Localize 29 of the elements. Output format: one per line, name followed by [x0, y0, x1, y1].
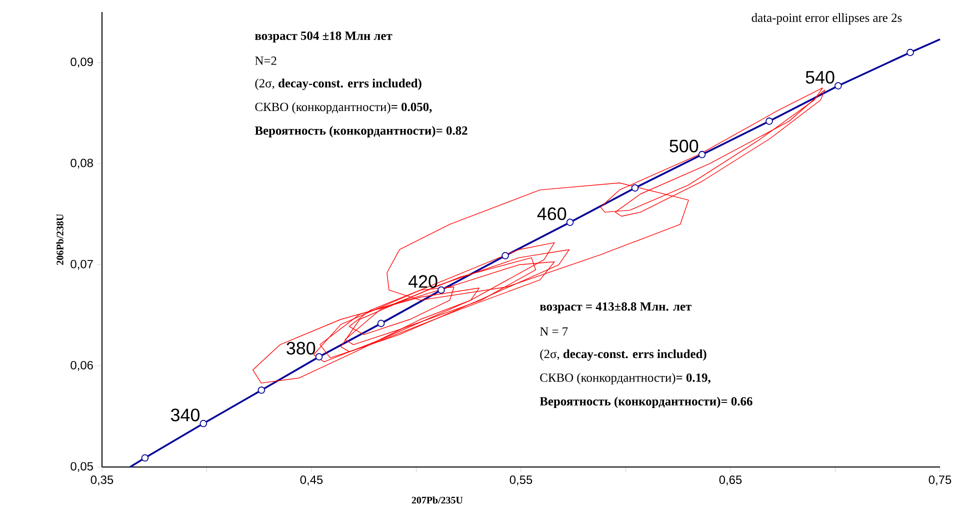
- y-axis-title: 206Pb/238U: [56, 214, 64, 265]
- y-tick-label: 0,07: [70, 260, 93, 270]
- x-tick-label: 0,65: [719, 476, 742, 486]
- annotation: Вероятность (конкордантности)= 0.66: [540, 396, 752, 408]
- annotation: (2σ, decay-const. errs included): [255, 78, 422, 90]
- annotation: 460: [537, 207, 566, 220]
- annotation: 340: [170, 408, 200, 422]
- annotation: data-point error ellipses are 2s: [752, 13, 902, 24]
- annotation: N = 7: [540, 327, 568, 336]
- annotation: 540: [806, 70, 834, 84]
- y-tick-label: 0,08: [70, 158, 93, 169]
- y-tick-label: 0,06: [70, 360, 93, 371]
- annotation: 420: [408, 275, 438, 288]
- y-tick-label: 0,09: [70, 58, 93, 68]
- annotation: N=2: [255, 56, 276, 65]
- x-tick-label: 0,45: [300, 476, 323, 486]
- annotation: 500: [670, 140, 698, 152]
- annotation: Вероятность (конкордантности)= 0.82: [254, 126, 468, 138]
- annotation: возраст = 413±8.8 Млн. лет: [540, 302, 692, 314]
- annotation: (2σ, decay-const. errs included): [540, 349, 706, 361]
- x-tick-label: 0,55: [510, 476, 532, 486]
- annotation: 380: [286, 342, 316, 355]
- y-tick-label: 0,05: [70, 462, 93, 472]
- annotation: СКВО (конкордантности)= 0.050,: [255, 102, 432, 114]
- x-tick-label: 0,35: [90, 476, 114, 486]
- annotation: СКВО (конкордантности)= 0.19,: [540, 373, 710, 384]
- x-axis-title: 207Pb/235U: [412, 496, 463, 504]
- annotation: возраст 504 ±18 Млн лет: [255, 32, 392, 42]
- x-tick-label: 0,75: [928, 476, 952, 486]
